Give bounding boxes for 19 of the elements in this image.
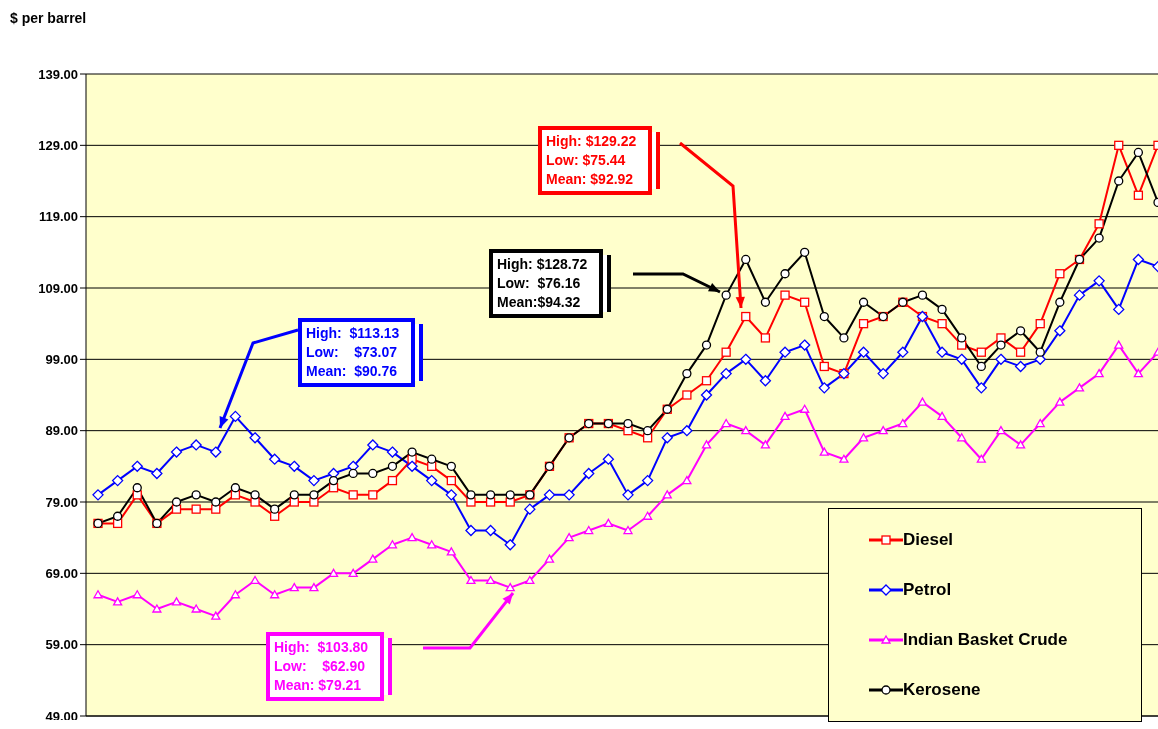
y-tick-label: 89.00 <box>45 423 78 439</box>
annotation: High: $129.22 Low: $75.44 Mean: $92.92 <box>538 126 653 195</box>
y-tick-label: 99.00 <box>45 351 78 367</box>
legend-label: Kerosene <box>903 680 981 700</box>
annotation: High: $103.80 Low: $62.90 Mean: $79.21 <box>266 632 385 701</box>
y-tick-label: 59.00 <box>45 637 78 653</box>
legend-label: Diesel <box>903 530 954 550</box>
y-tick-label: 119.00 <box>38 209 78 225</box>
y-tick-label: 79.00 <box>45 494 78 510</box>
y-tick-label: 69.00 <box>45 565 78 581</box>
y-tick-label: 109.00 <box>38 280 78 296</box>
y-tick-label: 139.00 <box>38 66 78 82</box>
annotation: High: $113.13 Low: $73.07 Mean: $90.76 <box>298 318 416 387</box>
legend-label: Indian Basket Crude <box>903 630 1068 650</box>
y-axis-title: $ per barrel <box>10 10 87 26</box>
y-tick-label: 49.00 <box>45 708 78 724</box>
y-tick-label: 129.00 <box>38 137 78 153</box>
legend-label: Petrol <box>903 580 952 600</box>
annotation: High: $128.72 Low: $76.16 Mean:$94.32 <box>489 249 604 318</box>
